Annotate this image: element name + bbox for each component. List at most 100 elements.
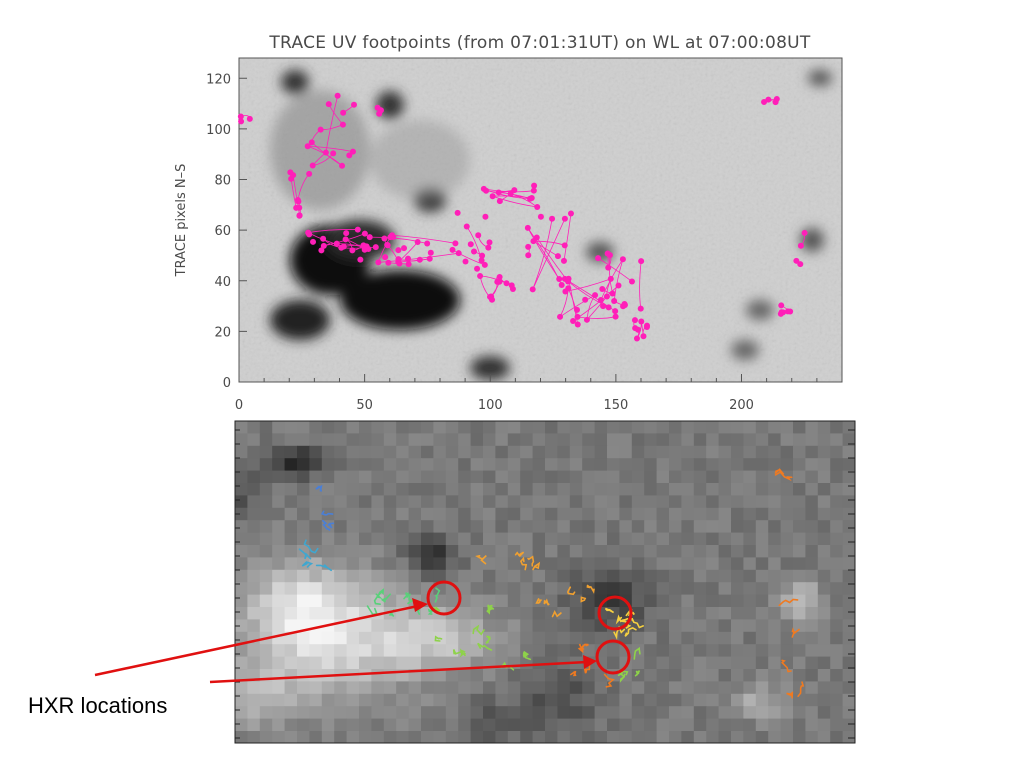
pixel-cell — [607, 582, 620, 596]
pixel-cell — [817, 669, 831, 682]
y-tick-label: 120 — [206, 72, 231, 87]
pixel-cell — [396, 569, 410, 583]
footpoint-trace — [475, 554, 487, 565]
pixel-cell — [247, 507, 261, 521]
footpoint-marker — [556, 275, 563, 282]
footpoint-marker — [372, 244, 379, 251]
pixel-cell — [706, 557, 720, 571]
footpoint-track — [323, 233, 366, 247]
pixel-cell — [383, 532, 397, 546]
pixel-cell — [793, 483, 806, 496]
footpoint-marker — [354, 226, 361, 233]
pixel-cell — [346, 718, 360, 732]
footpoint-trace — [522, 651, 532, 661]
pixel-cell — [656, 656, 670, 670]
pixel-cell — [582, 507, 596, 521]
pixel-cell — [842, 495, 855, 509]
pixel-cell — [780, 631, 794, 645]
pixel-cell — [644, 619, 658, 633]
pixel-cell — [284, 594, 298, 608]
pixel-cell — [706, 731, 720, 743]
pixel-cell — [842, 594, 855, 608]
pixel-cell — [569, 594, 583, 608]
pixel-cell — [594, 458, 608, 472]
pixel-cell — [557, 731, 571, 743]
pixel-cell — [830, 693, 844, 707]
pixel-cell — [706, 669, 720, 682]
pixel-cell — [371, 644, 385, 658]
pixel-cell — [594, 545, 608, 558]
pixel-cell — [718, 706, 732, 720]
pixel-cell — [408, 693, 422, 707]
pixel-cell — [421, 445, 434, 459]
pixel-cell — [371, 495, 385, 509]
pixel-cell — [644, 495, 658, 509]
pixel-cell — [656, 470, 670, 484]
pixel-cell — [755, 594, 769, 608]
pixel-cell — [433, 669, 447, 682]
pixel-cell — [669, 421, 682, 434]
pixel-cell — [359, 644, 372, 658]
footpoint-marker — [350, 101, 357, 108]
pixel-cell — [445, 445, 459, 459]
pixel-cell — [731, 458, 744, 472]
footpoint-track — [466, 226, 482, 261]
pixel-cell — [470, 693, 484, 707]
pixel-cell — [309, 582, 323, 596]
pixel-cell — [371, 569, 385, 583]
pixel-cell — [247, 458, 261, 472]
pixel-cell — [681, 557, 695, 571]
pixel-cell — [483, 569, 496, 583]
pixel-cell — [557, 706, 571, 720]
pixel-cell — [284, 731, 298, 743]
pixel-cell — [272, 421, 286, 434]
pixel-cell — [334, 470, 348, 484]
pixel-cell — [507, 706, 521, 720]
pixel-cell — [334, 557, 348, 571]
pixel-cell — [842, 706, 855, 720]
pixel-cell — [669, 569, 682, 583]
pixel-cell — [706, 520, 720, 534]
pixel-cell — [656, 594, 670, 608]
pixel-cell — [532, 483, 546, 496]
pixel-cell — [706, 532, 720, 546]
pixel-cell — [408, 545, 422, 558]
pixel-cell — [408, 569, 422, 583]
pixel-cell — [532, 669, 546, 682]
pixel-cell — [421, 470, 434, 484]
pixel-cell — [359, 421, 372, 434]
pixel-cell — [297, 594, 310, 608]
pixel-cell — [805, 644, 819, 658]
footpoint-marker — [384, 241, 391, 248]
pixel-cell — [458, 582, 472, 596]
pixel-cell — [470, 433, 484, 447]
pixel-cell — [470, 421, 484, 434]
pixel-cell — [235, 483, 248, 496]
pixel-cell — [495, 557, 509, 571]
pixel-cell — [793, 545, 806, 558]
pixel-cell — [346, 433, 360, 447]
pixel-cell — [569, 545, 583, 558]
pixel-cell — [557, 433, 571, 447]
pixel-cell — [718, 731, 732, 743]
pixel-cell — [817, 569, 831, 583]
pixel-cell — [284, 582, 298, 596]
pixel-cell — [507, 458, 521, 472]
pixel-cell — [731, 607, 744, 620]
pixel-cell — [656, 607, 670, 620]
pixel-cell — [644, 681, 658, 695]
pixel-cell — [346, 582, 360, 596]
pixel-cell — [631, 545, 645, 558]
pixel-cell — [458, 520, 472, 534]
pixel-cell — [321, 582, 335, 596]
pixel-cell — [483, 706, 496, 720]
pixel-cell — [793, 507, 806, 521]
pixel-cell — [669, 582, 682, 596]
pixel-cell — [371, 557, 385, 571]
pixel-cell — [669, 532, 682, 546]
pixel-cell — [842, 445, 855, 459]
pixel-cell — [805, 669, 819, 682]
pixel-cell — [731, 631, 744, 645]
pixel-cell — [433, 569, 447, 583]
pixel-cell — [346, 507, 360, 521]
